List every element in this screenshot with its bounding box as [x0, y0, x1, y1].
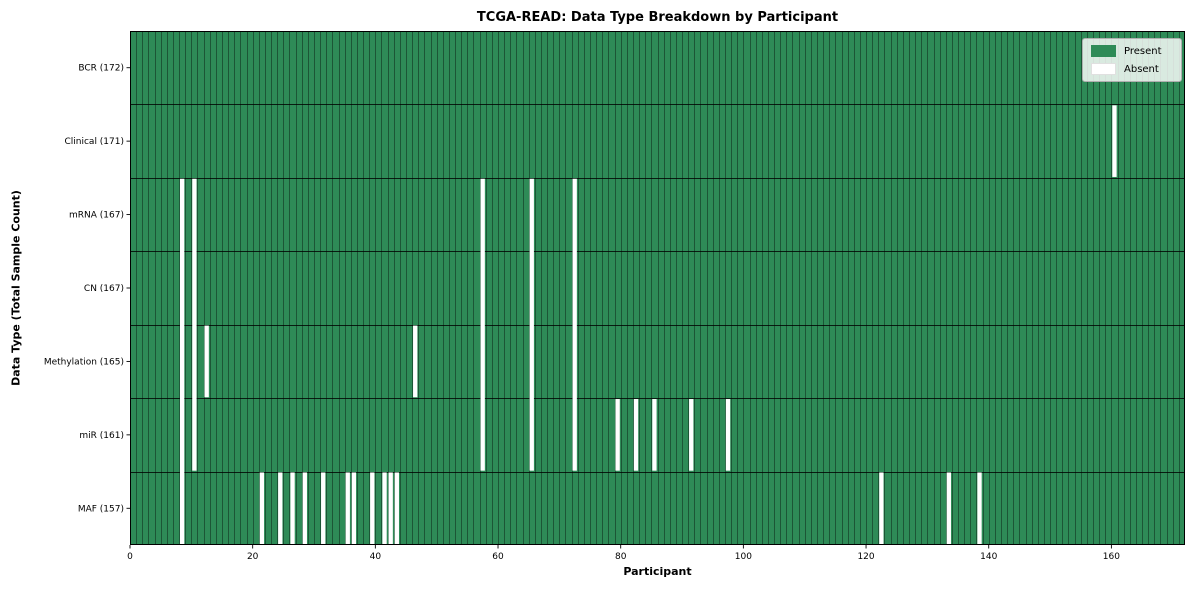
legend-item-absent: Absent — [1091, 63, 1173, 75]
y-tick-label: miR (161) — [79, 431, 124, 441]
legend-absent-label: Absent — [1124, 63, 1159, 75]
y-axis-label: Data Type (Total Sample Count) — [9, 190, 23, 386]
x-tick-label: 120 — [857, 552, 874, 562]
absent-cell — [382, 472, 387, 545]
absent-cell — [977, 472, 982, 545]
absent-cell — [192, 178, 197, 471]
chart-title: TCGA-READ: Data Type Breakdown by Partic… — [476, 10, 839, 25]
x-tick-label: 100 — [735, 552, 752, 562]
absent-cell — [278, 472, 283, 545]
x-tick-label: 140 — [980, 552, 997, 562]
plot-border — [130, 31, 1185, 545]
legend: Present Absent — [1082, 38, 1182, 82]
x-tick-label: 80 — [615, 552, 627, 562]
y-tick-label: mRNA (167) — [69, 211, 124, 221]
absent-cell — [321, 472, 326, 545]
absent-cell — [388, 472, 393, 545]
absent-cell — [1112, 105, 1117, 177]
absent-cell — [529, 178, 534, 471]
absent-cell — [259, 472, 265, 545]
absent-cell — [394, 472, 399, 545]
x-tick-label: 60 — [492, 552, 504, 562]
x-tick-label: 20 — [247, 552, 259, 562]
y-tick-label: BCR (172) — [78, 64, 124, 74]
absent-cell — [652, 399, 657, 471]
absent-cell — [370, 472, 375, 545]
absent-cell — [572, 178, 577, 471]
plot-area — [130, 31, 1185, 545]
absent-cell — [290, 472, 295, 545]
x-tick-label: 160 — [1103, 552, 1120, 562]
absent-cell — [725, 399, 731, 471]
absent-cell — [302, 472, 307, 545]
present-swatch-icon — [1091, 45, 1116, 57]
x-tick-label: 0 — [127, 552, 133, 562]
absent-cell — [615, 399, 620, 471]
legend-present-label: Present — [1124, 45, 1162, 57]
x-tick-label: 40 — [370, 552, 382, 562]
absent-cell — [689, 399, 694, 471]
absent-cell — [946, 472, 952, 545]
absent-cell — [204, 325, 209, 398]
y-tick-label: Clinical (171) — [64, 137, 124, 147]
x-axis-label: Participant — [623, 565, 692, 578]
y-tick-label: Methylation (165) — [44, 357, 124, 367]
absent-cell — [345, 472, 350, 545]
absent-swatch-icon — [1091, 63, 1116, 75]
legend-item-present: Present — [1091, 45, 1173, 57]
absent-cell — [633, 399, 639, 471]
absent-cell — [351, 472, 357, 545]
absent-cell — [879, 472, 884, 545]
y-tick-label: MAF (157) — [78, 504, 124, 514]
y-tick-label: CN (167) — [84, 284, 124, 294]
absent-cell — [480, 178, 485, 471]
absent-cell — [179, 178, 185, 545]
absent-cell — [413, 325, 418, 398]
